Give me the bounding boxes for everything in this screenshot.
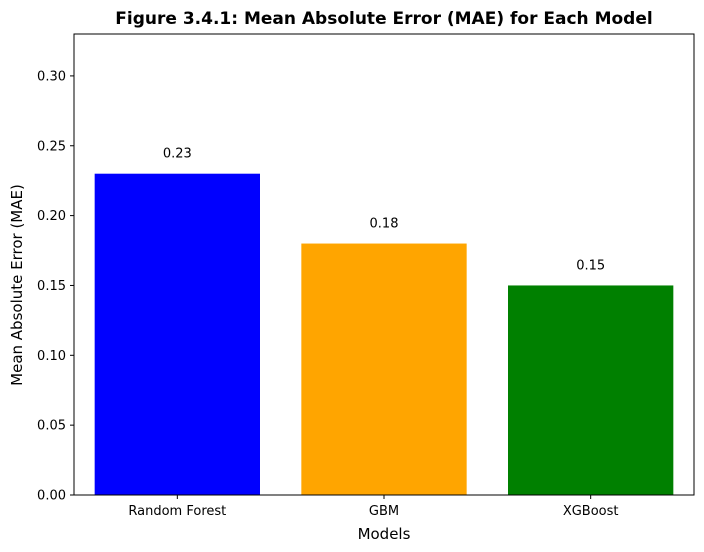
data-label: 0.23 — [163, 147, 192, 162]
y-tick-label: 0.10 — [37, 349, 66, 364]
bar-random-forest — [94, 173, 261, 496]
x-tick-label: XGBoost — [563, 504, 619, 519]
x-axis-label: Models — [358, 525, 411, 543]
y-tick-label: 0.25 — [37, 139, 66, 154]
y-tick-label: 0.05 — [37, 419, 66, 434]
x-tick-label: GBM — [369, 504, 399, 519]
y-tick-label: 0.20 — [37, 209, 66, 224]
data-label: 0.18 — [370, 217, 399, 232]
y-tick-label: 0.15 — [37, 279, 66, 294]
chart-title: Figure 3.4.1: Mean Absolute Error (MAE) … — [115, 9, 652, 29]
y-tick-label: 0.00 — [37, 489, 66, 504]
plot-frame — [73, 33, 695, 496]
bar-gbm — [301, 243, 467, 495]
x-tick-label: Random Forest — [128, 504, 226, 519]
data-label: 0.15 — [576, 258, 605, 273]
y-tick-label: 0.30 — [37, 69, 66, 84]
plot-area: 0.23 Random Forest 0.18 GBM 0.15 XGBoost 0.00 0… — [37, 33, 695, 519]
bar-xgboost — [508, 285, 674, 495]
y-axis-label: Mean Absolute Error (MAE) — [8, 184, 26, 386]
